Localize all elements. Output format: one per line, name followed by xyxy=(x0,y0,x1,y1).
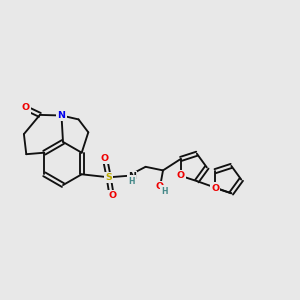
Text: O: O xyxy=(177,171,185,180)
Text: O: O xyxy=(21,103,30,112)
Text: H: H xyxy=(129,177,135,186)
Text: N: N xyxy=(58,111,65,120)
Text: O: O xyxy=(156,182,164,191)
Text: S: S xyxy=(105,173,112,182)
Text: N: N xyxy=(128,172,136,181)
Text: H: H xyxy=(161,187,167,196)
Text: O: O xyxy=(100,154,108,163)
Text: O: O xyxy=(109,191,117,200)
Text: O: O xyxy=(211,184,219,193)
